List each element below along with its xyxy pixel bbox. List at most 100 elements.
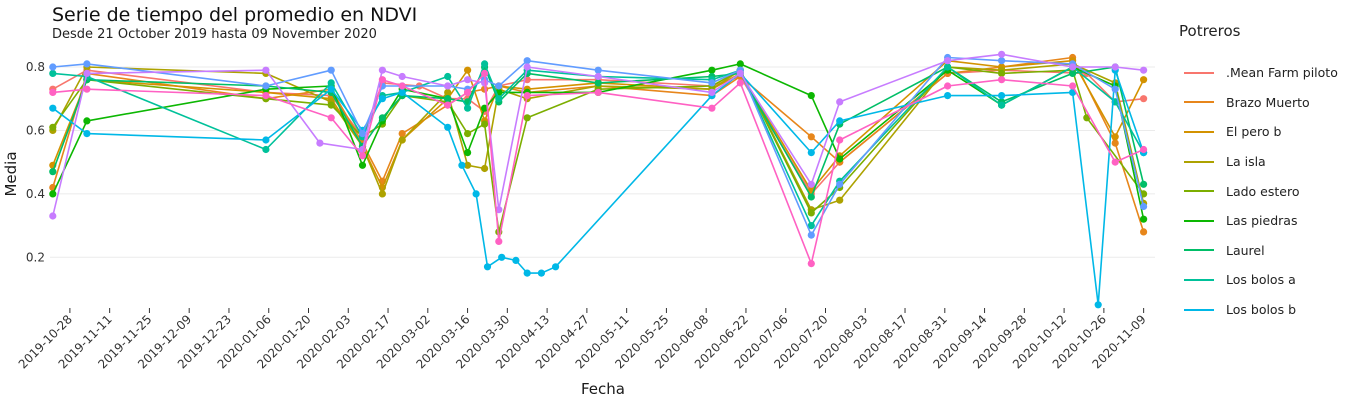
data-point	[262, 92, 270, 100]
data-point	[398, 72, 406, 81]
y-axis-label: Media	[2, 151, 20, 196]
data-point	[444, 101, 452, 109]
data-point	[998, 69, 1006, 77]
data-point	[523, 269, 531, 277]
y-tick-label: 0.2	[26, 250, 45, 264]
legend-label: Las piedras	[1226, 213, 1298, 229]
data-point	[836, 155, 844, 163]
data-point	[481, 79, 489, 87]
data-point	[444, 72, 452, 81]
data-point	[736, 60, 744, 68]
legend-label: La isla	[1226, 154, 1266, 170]
data-point	[316, 139, 324, 147]
series-line	[52, 66, 1145, 198]
series-line	[52, 53, 1144, 217]
legend-item: Brazo Muerto	[1170, 88, 1348, 118]
data-point	[378, 95, 386, 103]
data-point	[807, 222, 815, 230]
data-point	[464, 149, 472, 157]
data-point	[1069, 69, 1077, 77]
data-point	[464, 130, 472, 138]
data-point	[836, 117, 844, 125]
data-point	[1140, 215, 1148, 223]
data-point	[327, 101, 335, 109]
data-point	[807, 180, 815, 188]
data-point	[444, 82, 452, 90]
data-point	[1140, 228, 1148, 236]
data-point	[444, 88, 452, 96]
data-point	[1094, 301, 1102, 309]
legend-label: Los bolos b	[1226, 302, 1297, 318]
data-point	[327, 114, 335, 122]
data-point	[552, 263, 560, 271]
data-point	[83, 130, 91, 138]
data-point	[836, 136, 844, 144]
data-point	[944, 82, 952, 90]
data-point	[1140, 180, 1148, 188]
data-point	[807, 231, 815, 239]
data-point	[708, 66, 716, 74]
data-point	[398, 130, 406, 138]
data-point	[464, 88, 472, 96]
data-point	[378, 76, 386, 84]
data-point	[1111, 133, 1119, 141]
data-point	[358, 152, 367, 160]
legend-label: Brazo Muerto	[1226, 94, 1310, 110]
series-line	[52, 69, 1145, 306]
data-point	[481, 164, 489, 173]
x-axis: 2019-10-282019-11-112019-11-252019-12-09…	[16, 308, 1149, 371]
data-point	[495, 82, 503, 90]
data-point	[327, 85, 335, 93]
y-axis: 0.2 0.4 0.6 0.8	[26, 60, 45, 264]
series-group	[49, 69, 1148, 268]
data-point	[998, 76, 1006, 84]
data-point	[998, 101, 1006, 109]
data-point	[807, 133, 815, 141]
data-point	[836, 196, 844, 204]
data-point	[495, 95, 503, 103]
data-point	[708, 88, 716, 96]
data-point	[807, 209, 815, 217]
legend-item: La isla	[1170, 147, 1348, 177]
data-point	[49, 212, 57, 220]
data-point	[262, 66, 270, 74]
data-point	[83, 60, 91, 68]
legend-swatch	[1184, 249, 1214, 252]
data-point	[708, 79, 716, 87]
data-point	[807, 260, 815, 268]
data-point	[378, 66, 386, 74]
series-line	[52, 66, 1145, 233]
data-point	[594, 79, 602, 87]
data-point	[944, 63, 952, 71]
series-line	[52, 72, 1144, 265]
data-point	[472, 190, 480, 198]
legend-item: El pero b	[1170, 117, 1348, 147]
legend-label: Los bolos a	[1226, 272, 1296, 288]
data-point	[523, 63, 531, 71]
legend-swatch	[1184, 219, 1214, 222]
data-point	[512, 256, 520, 264]
legend-title: Potreros	[1179, 22, 1241, 40]
y-tick-label: 0.4	[26, 187, 45, 201]
data-point	[807, 149, 815, 157]
data-point	[836, 98, 844, 106]
data-point	[594, 72, 602, 81]
legend-items: .Mean Farm piloto Brazo Muerto El pero b La…	[1170, 58, 1348, 320]
data-point	[1140, 76, 1148, 84]
data-point	[1140, 95, 1148, 103]
x-axis-label: Fecha	[581, 380, 625, 398]
data-point	[49, 69, 57, 77]
data-point	[398, 136, 406, 144]
data-point	[1069, 82, 1077, 90]
data-point	[378, 190, 386, 198]
legend-label: Lado estero	[1226, 183, 1300, 199]
grid-lines	[50, 66, 1155, 258]
data-point	[481, 120, 489, 128]
legend-swatch	[1184, 101, 1214, 104]
y-tick-label: 0.8	[26, 60, 45, 74]
legend-item: .Mean Farm piloto	[1170, 58, 1348, 88]
chart-title: Serie de tiempo del promedio en NDVI	[52, 4, 418, 26]
series-line	[52, 56, 1145, 236]
data-point	[481, 69, 489, 77]
data-point	[444, 123, 452, 131]
